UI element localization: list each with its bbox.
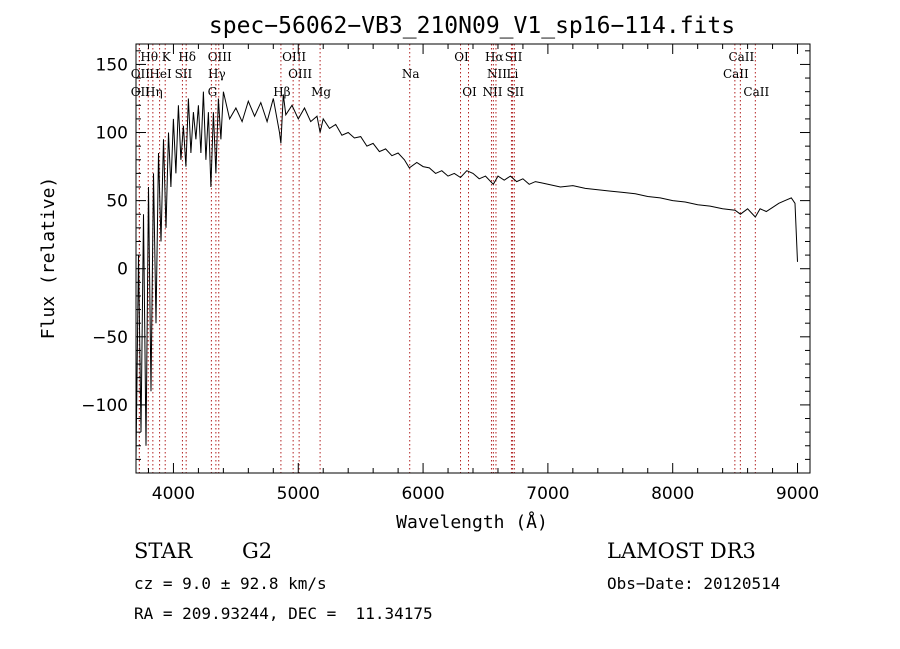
x-tick-label: 7000	[526, 484, 569, 504]
line-label: OII	[131, 67, 151, 81]
line-label: HeI	[149, 67, 172, 81]
x-tick-label: 4000	[152, 484, 195, 504]
y-tick-label: −100	[81, 396, 128, 416]
line-label: OIII	[208, 50, 232, 64]
line-label: Na	[402, 67, 420, 81]
line-label: Hβ	[273, 85, 290, 99]
y-tick-label: 50	[106, 192, 128, 212]
line-label: Li	[507, 67, 519, 81]
line-label: NII	[482, 85, 502, 99]
line-label: Hθ	[140, 50, 158, 64]
spectrum-chart: spec−56062−VB3_210N09_V1_sp16−114.fits H…	[38, 13, 819, 533]
line-label: CaII	[723, 67, 749, 81]
line-label: SII	[506, 85, 524, 99]
line-label: K	[162, 50, 172, 64]
x-tick-label: 8000	[651, 484, 694, 504]
line-label: OIII	[288, 67, 312, 81]
line-label: OIII	[282, 50, 306, 64]
x-axis-label: Wavelength (Å)	[396, 511, 548, 533]
object-class: STAR	[134, 539, 193, 563]
line-label: SII	[175, 67, 193, 81]
observation-date: Obs−Date: 20120514	[607, 574, 781, 593]
coordinates: RA = 209.93244, DEC = 11.34175	[134, 604, 433, 623]
line-label: Hγ	[208, 67, 226, 81]
spectrum-line	[135, 91, 798, 460]
plot-frame	[135, 43, 811, 474]
y-axis: −100 −50 0 50 100 150	[81, 50, 810, 460]
spectral-subclass: G2	[242, 539, 273, 563]
spectrum-series	[135, 91, 798, 460]
line-label: NII	[487, 67, 507, 81]
survey-name: LAMOST DR3	[607, 539, 756, 563]
y-tick-label: 100	[96, 124, 128, 144]
line-label: CaII	[743, 85, 769, 99]
x-tick-label: 9000	[776, 484, 819, 504]
redshift-value: cz = 9.0 ± 92.8 km/s	[134, 574, 327, 593]
line-label: OI	[462, 85, 477, 99]
line-label: SII	[505, 50, 523, 64]
y-tick-label: 150	[96, 55, 128, 75]
x-tick-label: 5000	[277, 484, 320, 504]
x-tick-label: 6000	[401, 484, 444, 504]
line-label: Mg	[311, 85, 331, 99]
line-label: Hδ	[178, 50, 196, 64]
line-label: G	[208, 85, 218, 99]
x-axis: 4000 5000 6000 7000 8000 9000	[147, 44, 819, 504]
line-label: OI	[454, 50, 469, 64]
line-label: Hα	[485, 50, 504, 64]
y-tick-label: −50	[92, 328, 128, 348]
line-label: CaII	[728, 50, 754, 64]
y-tick-label: 0	[117, 260, 128, 280]
line-label: Hη	[145, 85, 163, 99]
chart-title: spec−56062−VB3_210N09_V1_sp16−114.fits	[209, 13, 735, 39]
y-axis-label: Flux (relative)	[38, 177, 59, 340]
